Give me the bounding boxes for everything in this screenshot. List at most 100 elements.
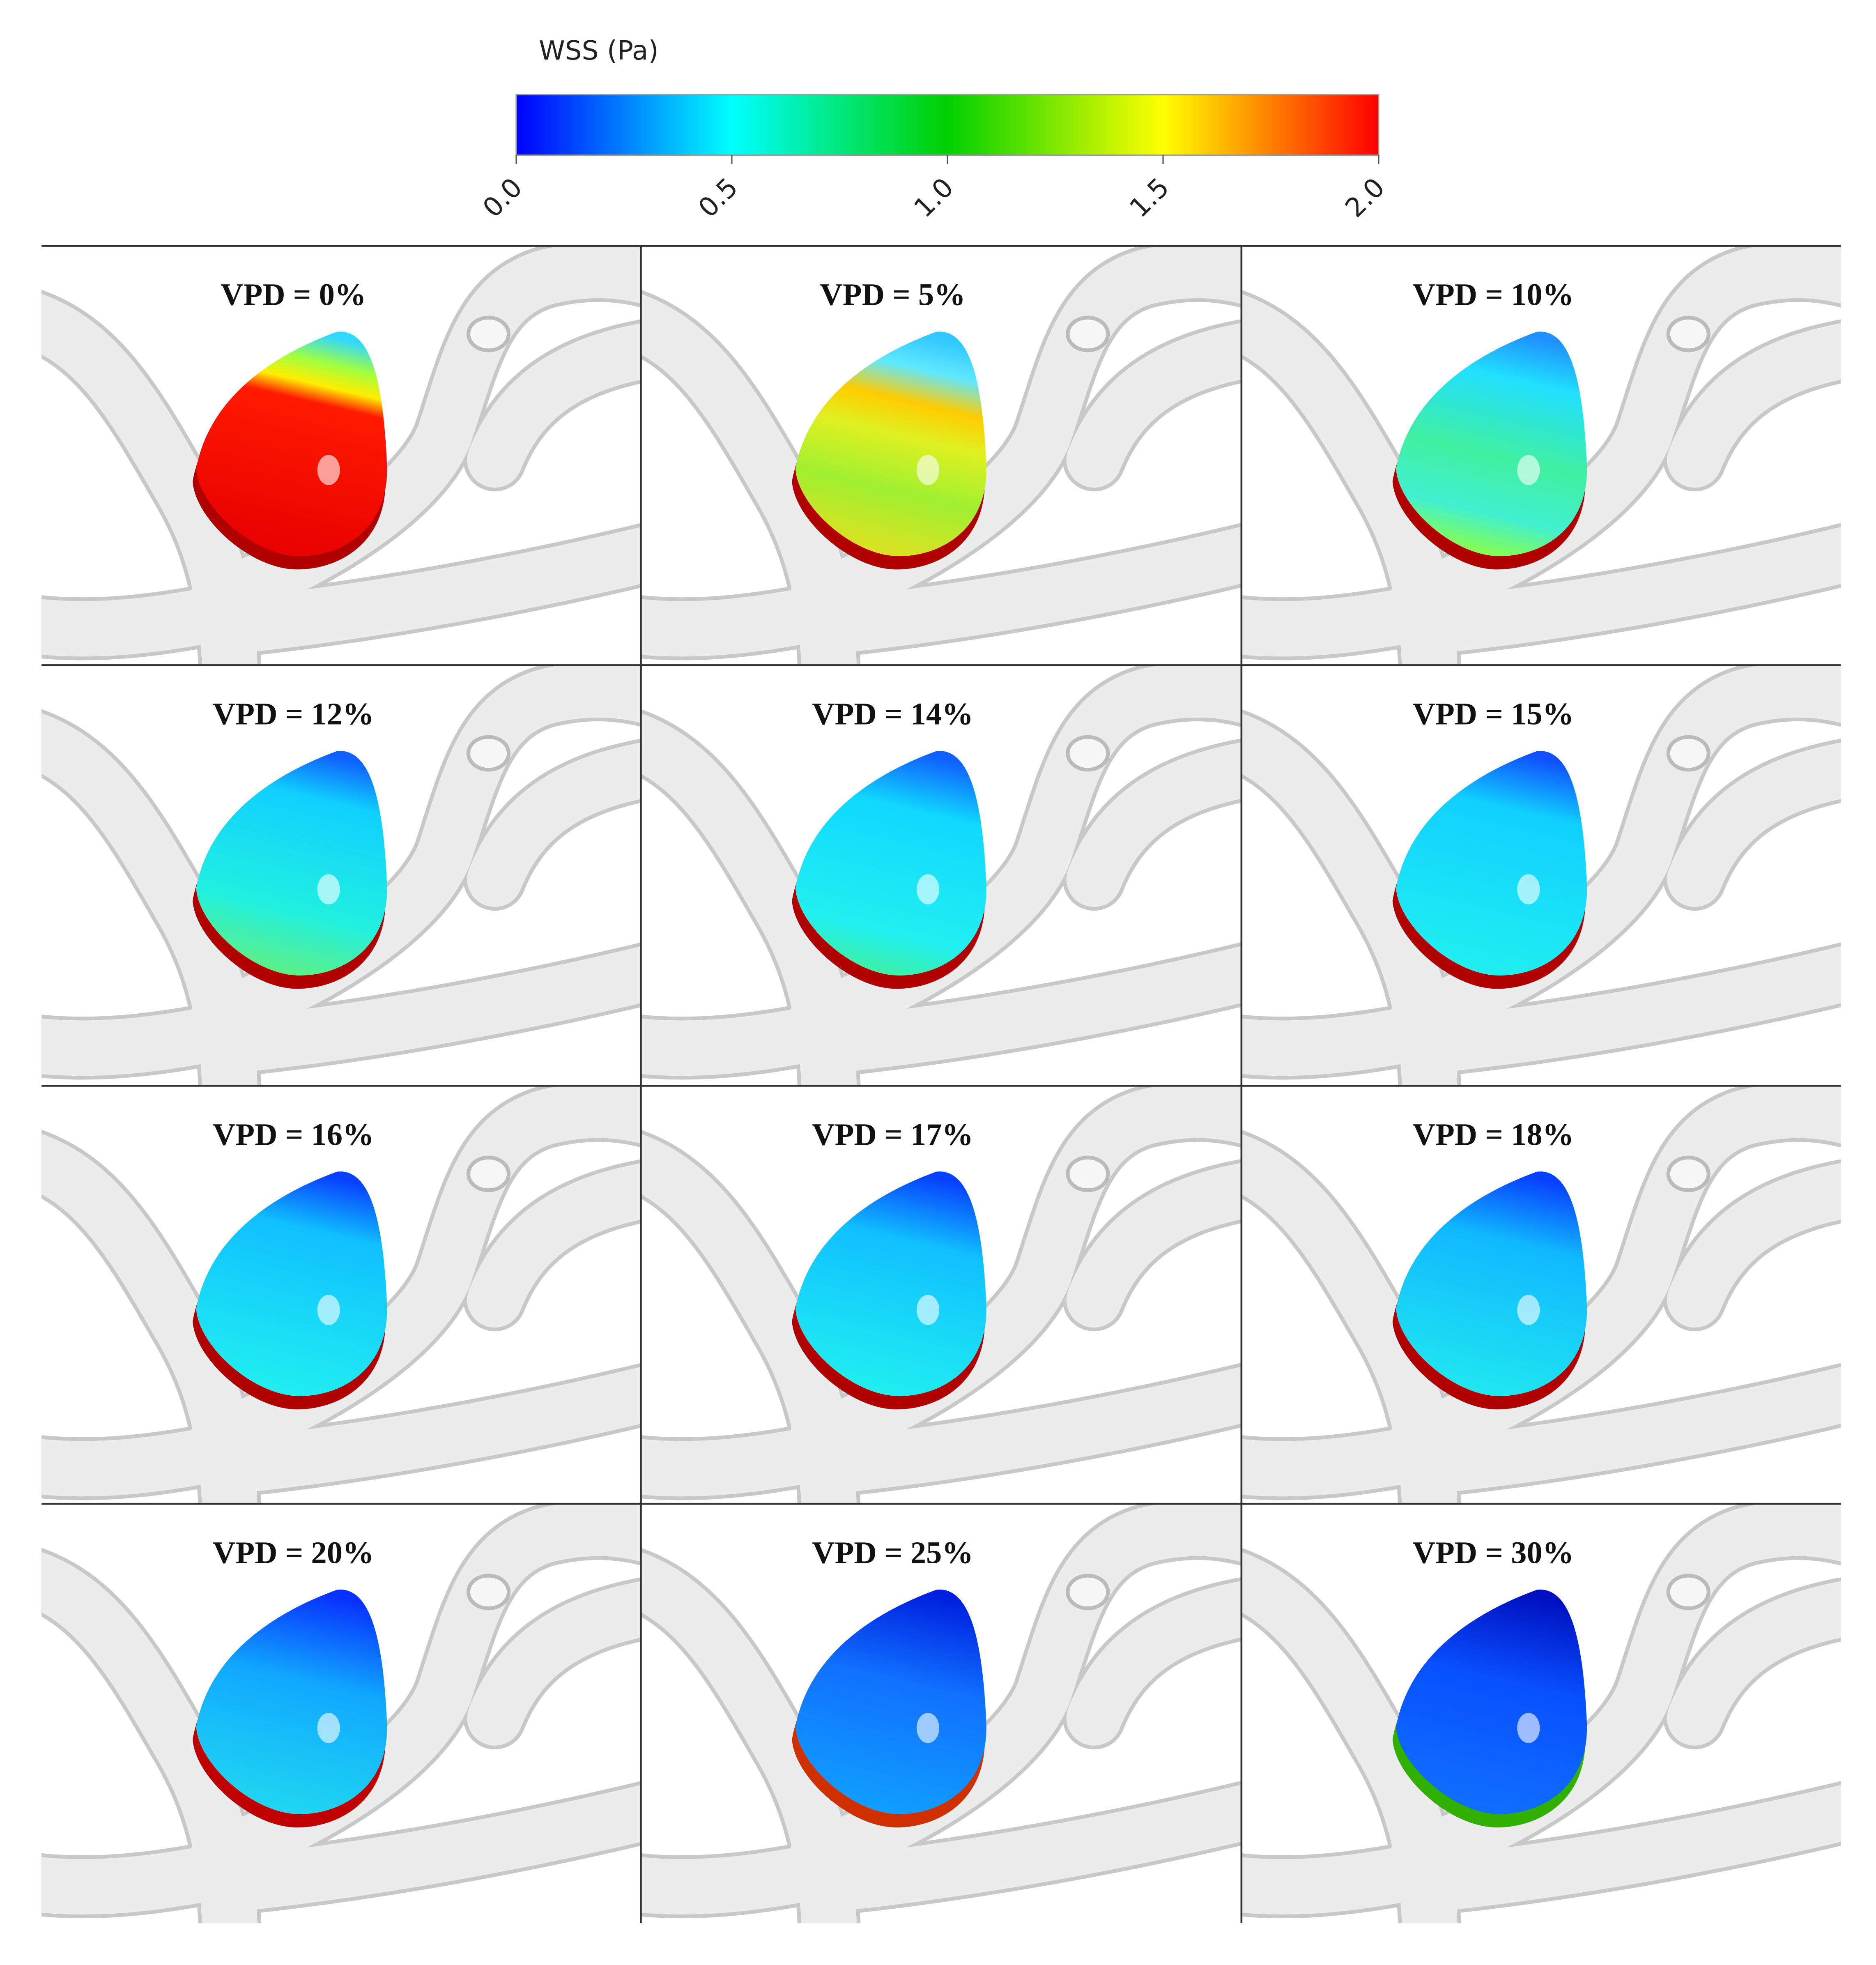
panel-label: VPD = 14% [812,697,973,732]
panel: VPD = 20% [41,1504,641,1924]
colorbar-title: WSS (Pa) [539,35,658,66]
colorbar-tick-label: 0.5 [692,172,744,223]
panel-label: VPD = 18% [1413,1117,1574,1152]
vessel [1066,323,1241,488]
vessel [41,583,258,657]
vessel [1066,1163,1241,1328]
panel: VPD = 10% [1241,246,1841,665]
vessel [1241,1841,1458,1915]
panel: VPD = 14% [641,665,1241,1086]
vessel-opening [466,315,511,352]
panel-borders [41,245,1841,1924]
vessel-opening [466,1574,511,1611]
aneurysm [1396,1171,1587,1396]
panel: VPD = 12% [41,665,641,1086]
vessel [41,1423,258,1497]
aneurysm [795,1171,986,1396]
panel: VPD = 0% [41,246,641,665]
vessel [1428,946,1841,1071]
panel: VPD = 18% [1241,1086,1841,1504]
vessel-opening [466,735,511,772]
panel-label: VPD = 20% [213,1535,374,1570]
vessel [467,1163,641,1328]
aneurysm [1396,331,1587,557]
vessel-opening [1066,1574,1110,1611]
panel-label: VPD = 12% [213,697,374,732]
vessel [1428,1785,1841,1910]
colorbar-tick-label: 0.0 [477,172,528,223]
vessel-opening [1666,735,1710,772]
aneurysm [795,331,986,557]
panel: VPD = 30% [1241,1504,1841,1924]
vessel [1428,527,1841,651]
vessel-opening [1066,735,1110,772]
vessel-opening [1066,315,1110,352]
vessel-opening [1666,315,1710,352]
highlight [916,455,940,485]
panel-label: VPD = 10% [1413,277,1574,312]
highlight [1517,455,1540,485]
aneurysm [196,751,387,976]
vessel [641,1003,858,1076]
vessel [641,1423,858,1497]
vessel [1066,742,1241,907]
vessel [827,1367,1241,1491]
vessel [41,1003,258,1076]
panel: VPD = 5% [641,246,1241,665]
panel-label: VPD = 0% [221,277,366,312]
aneurysm [1396,751,1587,976]
panel-label: VPD = 17% [812,1117,973,1152]
aneurysm [196,1590,387,1814]
panel-label: VPD = 16% [213,1117,374,1152]
colorbar-tick-label: 1.5 [1124,172,1175,223]
vessel [1241,583,1458,657]
aneurysm [1396,1590,1587,1814]
highlight [916,1713,940,1743]
vessel [1241,1423,1458,1497]
panel: VPD = 17% [641,1086,1241,1504]
vessel [1066,1581,1241,1746]
vessel [467,1581,641,1746]
aneurysm [196,331,387,557]
vessel-opening [1666,1155,1710,1192]
highlight [1517,1713,1540,1743]
vessel [641,583,858,657]
highlight [1517,1295,1540,1325]
vessel [41,1841,258,1915]
aneurysm [795,1590,986,1814]
vessel-opening [1666,1574,1710,1611]
highlight [317,455,340,485]
panel: VPD = 16% [41,1086,641,1504]
vessel [1241,1003,1458,1076]
highlight [317,1713,340,1743]
panel-label: VPD = 15% [1413,697,1574,732]
vessel [827,527,1241,651]
highlight [1517,874,1540,904]
highlight [916,874,940,904]
panel-label: VPD = 25% [812,1535,973,1570]
vessel [1667,742,1841,907]
vessel [1667,323,1841,488]
panel: VPD = 25% [641,1504,1241,1924]
colorbar-tick-label: 2.0 [1339,172,1391,223]
panel-label: VPD = 5% [820,277,965,312]
vessel [467,323,641,488]
vessel [827,1784,1241,1910]
vessel [467,742,641,907]
vessel-opening [466,1155,511,1192]
colorbar-tick-label: 1.0 [908,172,959,223]
vessel [228,946,641,1071]
vessel [1667,1163,1841,1328]
vessel [827,946,1241,1071]
vessel-opening [1066,1155,1110,1192]
vessel [1667,1581,1841,1746]
aneurysm [795,751,986,976]
aneurysm [196,1171,387,1396]
highlight [916,1295,940,1325]
colorbar [515,94,1379,156]
highlight [317,874,340,904]
vessel [228,1785,641,1910]
panel-label: VPD = 30% [1413,1535,1574,1570]
vessel [228,1367,641,1491]
